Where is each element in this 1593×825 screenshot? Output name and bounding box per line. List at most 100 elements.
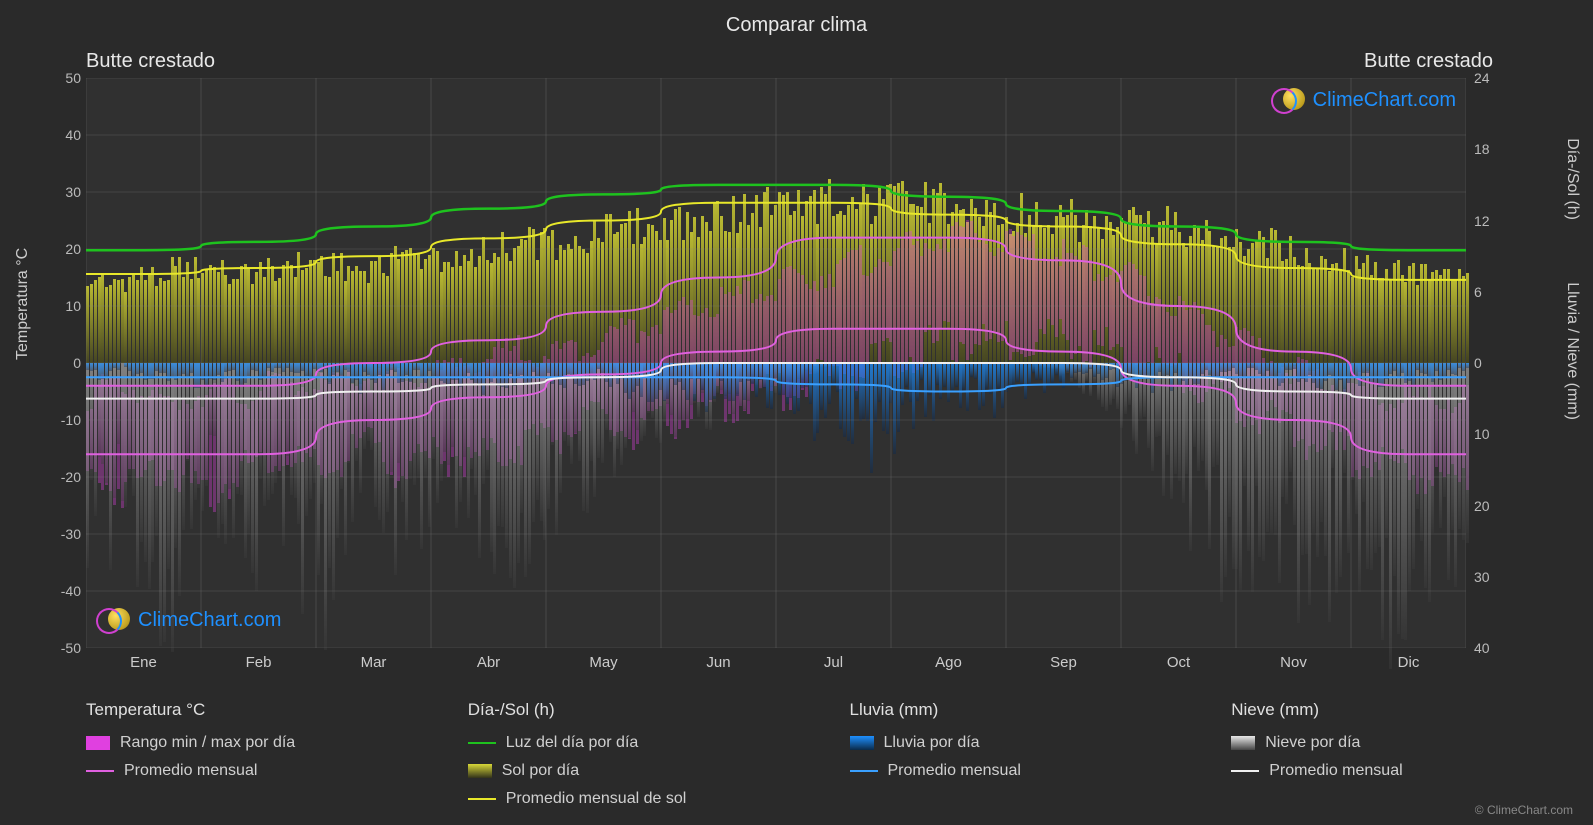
- temp-range-bar: [1020, 235, 1023, 354]
- sun-daily-bar: [290, 265, 293, 363]
- rain-daily-bar: [870, 363, 873, 473]
- rain-daily-bar: [1428, 363, 1431, 378]
- sun-daily-bar: [432, 248, 435, 363]
- rain-daily-bar: [1143, 363, 1146, 378]
- rain-daily-bar: [520, 363, 523, 375]
- sun-daily-bar: [443, 262, 446, 363]
- snow-daily-bar: [590, 363, 593, 461]
- sun-daily-bar: [1370, 275, 1373, 363]
- rain-daily-bar: [524, 363, 527, 385]
- sun-daily-bar: [240, 266, 243, 363]
- snow-daily-bar: [532, 363, 535, 522]
- rain-daily-bar: [1258, 363, 1261, 374]
- legend-item-snow-avg: Promedio mensual: [1231, 762, 1553, 780]
- rain-daily-bar: [1009, 363, 1012, 389]
- sun-daily-bar: [1435, 270, 1438, 363]
- temp-range-bar: [866, 276, 869, 364]
- sun-daily-bar: [447, 262, 450, 363]
- rain-daily-bar: [774, 363, 777, 378]
- temp-range-bar: [1120, 271, 1123, 348]
- snow-daily-bar: [1220, 363, 1223, 602]
- sun-daily-bar: [1454, 280, 1457, 363]
- rain-daily-bar: [1005, 363, 1008, 392]
- sun-daily-bar: [451, 267, 454, 363]
- snow-daily-bar: [1404, 363, 1407, 640]
- y-tick-right: 10: [1474, 426, 1514, 442]
- sun-daily-bar: [551, 230, 554, 363]
- rain-daily-bar: [305, 363, 308, 376]
- rain-daily-bar: [1408, 363, 1411, 381]
- rain-daily-bar: [793, 363, 796, 414]
- legend-rain-title: Lluvia (mm): [850, 700, 1172, 720]
- snow-daily-bar: [344, 363, 347, 555]
- rain-daily-bar: [951, 363, 954, 391]
- temp-range-bar: [1178, 296, 1181, 353]
- rain-daily-bar: [436, 363, 439, 377]
- snow-daily-bar: [1428, 363, 1431, 602]
- x-tick-month: Jun: [706, 654, 730, 671]
- rain-daily-bar: [1458, 363, 1461, 368]
- rain-daily-bar: [424, 363, 427, 383]
- sun-daily-bar: [163, 281, 166, 363]
- temp-range-bar: [982, 240, 985, 324]
- rain-daily-bar: [447, 363, 450, 385]
- blue-line-icon: [850, 770, 878, 772]
- rain-daily-bar: [1201, 363, 1204, 374]
- rain-daily-bar: [1082, 363, 1085, 374]
- snow-daily-bar: [190, 363, 193, 529]
- rain-daily-bar: [1193, 363, 1196, 384]
- y-tick-left: -50: [41, 640, 81, 656]
- rain-daily-bar: [628, 363, 631, 399]
- rain-daily-bar: [259, 363, 262, 380]
- rain-daily-bar: [966, 363, 969, 411]
- snow-daily-bar: [140, 363, 143, 542]
- rain-daily-bar: [1020, 363, 1023, 385]
- snow-daily-bar: [1308, 363, 1311, 605]
- temp-range-bar: [1105, 277, 1108, 327]
- rain-daily-bar: [363, 363, 366, 372]
- rain-daily-bar: [124, 363, 127, 367]
- y-tick-right: 0: [1474, 355, 1514, 371]
- temp-range-bar: [966, 220, 969, 360]
- rain-daily-bar: [1001, 363, 1004, 408]
- snow-daily-bar: [267, 363, 270, 500]
- rain-daily-bar: [1174, 363, 1177, 373]
- rain-daily-bar: [1220, 363, 1223, 372]
- temp-range-bar: [1051, 261, 1054, 325]
- rain-daily-bar: [736, 363, 739, 396]
- rain-daily-bar: [98, 363, 101, 380]
- x-tick-month: Jul: [824, 654, 843, 671]
- y-tick-right: 30: [1474, 569, 1514, 585]
- rain-daily-bar: [1355, 363, 1358, 376]
- legend-rain-avg-label: Promedio mensual: [888, 762, 1021, 780]
- sun-daily-bar: [1270, 228, 1273, 363]
- snow-daily-bar: [1339, 363, 1342, 577]
- rain-daily-bar: [474, 363, 477, 383]
- sun-daily-bar: [359, 271, 362, 363]
- rain-daily-bar: [1301, 363, 1304, 379]
- snow-daily-bar: [1278, 363, 1281, 583]
- snow-daily-bar: [1262, 363, 1265, 561]
- magenta-swatch-icon: [86, 736, 110, 750]
- sun-daily-bar: [136, 280, 139, 363]
- sun-daily-bar: [1458, 269, 1461, 363]
- sun-daily-bar: [470, 249, 473, 363]
- rain-daily-bar: [605, 363, 608, 382]
- legend-temp-avg-label: Promedio mensual: [124, 762, 257, 780]
- rain-daily-bar: [482, 363, 485, 395]
- rain-daily-bar: [413, 363, 416, 370]
- snow-daily-bar: [228, 363, 231, 489]
- legend-temp-title: Temperatura °C: [86, 700, 408, 720]
- sun-daily-bar: [151, 267, 154, 363]
- snow-daily-bar: [597, 363, 600, 458]
- temp-range-bar: [778, 279, 781, 373]
- x-tick-month: May: [589, 654, 617, 671]
- temp-range-bar: [924, 243, 927, 332]
- sun-daily-bar: [271, 266, 274, 363]
- rain-daily-bar: [409, 363, 412, 382]
- rain-daily-bar: [1039, 363, 1042, 380]
- temp-range-bar: [1016, 232, 1019, 351]
- temp-range-bar: [943, 240, 946, 321]
- temp-range-bar: [974, 233, 977, 344]
- snow-daily-bar: [1162, 363, 1165, 496]
